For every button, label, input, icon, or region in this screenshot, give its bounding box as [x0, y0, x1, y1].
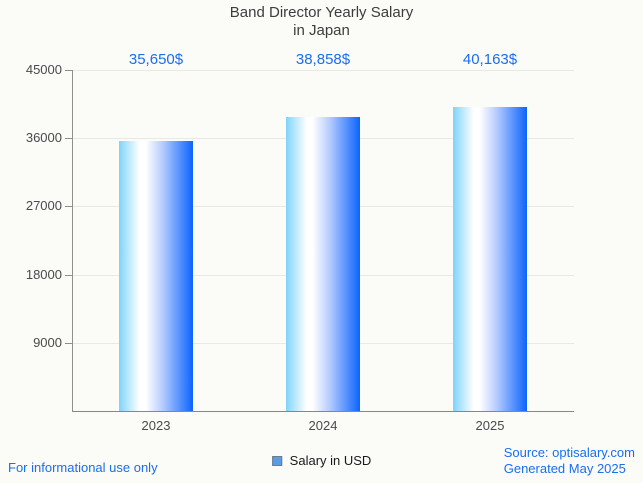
x-axis-line — [72, 411, 574, 412]
bar-value-label: 35,650$ — [128, 51, 184, 68]
legend-swatch-icon — [271, 455, 282, 466]
y-tick-label: 9000 — [33, 335, 62, 350]
y-tick-mark — [65, 343, 72, 344]
y-tick-mark — [65, 138, 72, 139]
chart-title-line2: in Japan — [293, 22, 350, 39]
x-tick-label: 2024 — [308, 418, 338, 433]
source-text: Source: optisalary.com — [503, 445, 635, 460]
y-tick-label: 45000 — [25, 62, 62, 77]
bar — [286, 117, 360, 411]
disclaimer-text: For informational use only — [8, 460, 158, 475]
y-axis-line — [72, 70, 73, 411]
gridline — [72, 70, 574, 71]
bar-value-label: 40,163$ — [462, 51, 518, 68]
generated-text: Generated May 2025 — [503, 461, 626, 476]
source-block: Source: optisalary.com Generated May 202… — [504, 445, 635, 477]
x-tick-label: 2025 — [475, 418, 505, 433]
legend: Salary in USD — [271, 453, 372, 468]
chart-title-line1: Band Director Yearly Salary — [229, 4, 414, 21]
y-tick-mark — [65, 70, 72, 71]
bar — [453, 107, 527, 411]
x-tick-label: 2023 — [141, 418, 171, 433]
chart-title: Band Director Yearly Salary in Japan — [0, 4, 643, 40]
y-tick-label: 27000 — [25, 198, 62, 213]
bar — [119, 141, 193, 411]
y-tick-label: 36000 — [25, 130, 62, 145]
y-tick-mark — [65, 206, 72, 207]
y-tick-label: 18000 — [25, 267, 62, 282]
y-tick-mark — [65, 275, 72, 276]
bar-value-label: 38,858$ — [295, 51, 351, 68]
legend-label: Salary in USD — [289, 453, 372, 468]
